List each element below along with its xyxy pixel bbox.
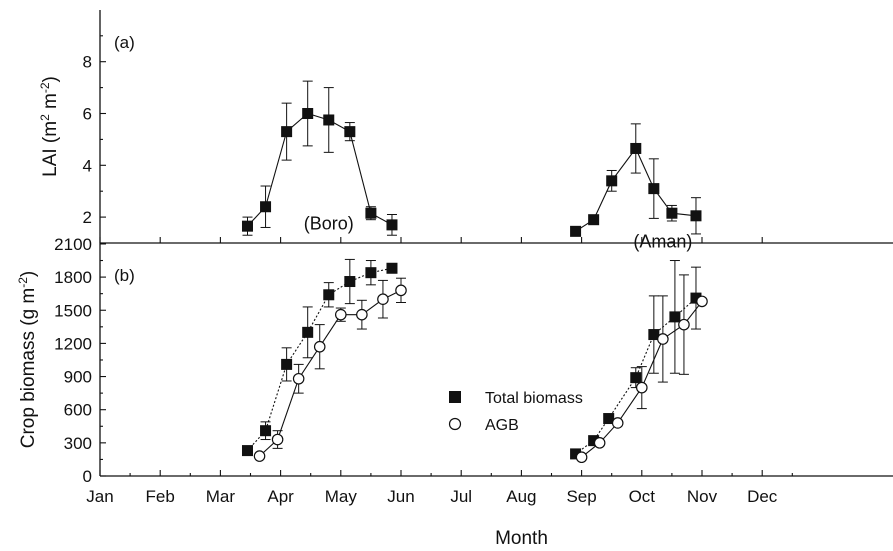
y-tick-label-b: 2100	[54, 235, 92, 254]
x-tick-label: Feb	[146, 487, 175, 506]
data-point	[344, 126, 356, 138]
y-tick-label-a: 8	[83, 53, 92, 72]
y-tick-label-b: 1200	[54, 334, 92, 353]
ylabel-b-sup: -2	[16, 277, 30, 288]
data-point	[588, 214, 600, 226]
y-tick-label-b: 600	[64, 401, 92, 420]
x-tick-label: Jul	[450, 487, 472, 506]
agb-point	[678, 318, 690, 331]
agb-point	[395, 284, 407, 297]
ylabel-b-part: Crop biomass (g m	[18, 288, 39, 449]
data-point	[365, 207, 377, 219]
data-point	[606, 175, 618, 187]
ylabel-a-sup2: -2	[38, 82, 52, 93]
agb-point	[334, 308, 347, 321]
agb-point	[593, 437, 606, 449]
season-annotation: (Aman)	[633, 232, 692, 252]
x-axis-title: Month	[495, 528, 548, 549]
data-point	[630, 372, 642, 384]
data-point	[344, 276, 356, 288]
x-tick-label: Sep	[566, 487, 596, 506]
data-point	[323, 114, 335, 126]
data-point	[669, 311, 681, 323]
season-annotation: (Boro)	[304, 214, 354, 234]
x-tick-label: Aug	[506, 487, 536, 506]
y-tick-label-b: 900	[64, 368, 92, 387]
legend-label-agb: AGB	[485, 417, 519, 434]
agb-point	[657, 333, 669, 345]
y-tick-label-a: 4	[83, 156, 92, 175]
agb-point	[635, 381, 648, 394]
legend-label-total: Total biomass	[485, 390, 583, 407]
agb-point	[253, 450, 266, 462]
x-tick-label: Nov	[687, 487, 718, 506]
data-point	[241, 445, 253, 457]
x-tick-label: Dec	[747, 487, 778, 506]
data-point	[365, 267, 377, 279]
x-tick-label: Jun	[387, 487, 414, 506]
data-point	[323, 289, 335, 301]
x-tick-label: Mar	[206, 487, 236, 506]
data-point	[260, 201, 272, 213]
data-point	[588, 435, 600, 447]
data-point	[281, 358, 293, 370]
agb-point	[611, 417, 624, 429]
legend-marker-agb	[448, 417, 462, 431]
agb-point	[313, 340, 326, 353]
panel-label-b: (b)	[114, 266, 135, 285]
agb-point	[696, 295, 708, 308]
y-axis-title-a: LAI (m2 m-2)	[38, 76, 61, 177]
y-tick-label-a: 2	[83, 208, 92, 227]
ylabel-a-part: LAI (m	[40, 121, 61, 177]
data-point	[570, 448, 582, 460]
data-point	[648, 329, 660, 341]
y-axis-title-b: Crop biomass (g m-2)	[16, 271, 39, 449]
agb-point	[377, 293, 389, 305]
agb-point	[271, 433, 284, 446]
data-point	[241, 220, 253, 232]
data-point	[386, 219, 398, 231]
ylabel-b-end: )	[18, 271, 39, 277]
data-point	[302, 108, 314, 119]
y-tick-label-b: 300	[64, 434, 92, 453]
x-tick-label: Apr	[267, 487, 294, 506]
panel-b-biomass: 0 300 600 900 1200 1500 1800 2100 Jan Feb Mar Apr Ma…	[16, 235, 893, 549]
data-point	[302, 326, 314, 338]
ylabel-a-mid: m	[40, 93, 61, 114]
y-tick-label-b: 1500	[54, 301, 92, 320]
data-point	[648, 183, 660, 195]
y-tick-label-a: 6	[83, 105, 92, 124]
y-tick-label-b: 1800	[54, 268, 92, 287]
legend-marker-total	[449, 391, 461, 403]
data-point	[386, 262, 398, 274]
series-line	[259, 289, 402, 457]
ylabel-a-sup1: 2	[38, 114, 52, 121]
x-tick-label: May	[325, 487, 358, 506]
agb-point	[575, 451, 588, 464]
data-point	[603, 413, 615, 425]
y-tick-label-b: 0	[83, 467, 92, 486]
ylabel-a-end: )	[40, 76, 61, 82]
agb-point	[292, 372, 305, 385]
x-tick-label: Oct	[629, 487, 656, 506]
data-point	[666, 207, 678, 219]
agb-point	[356, 308, 368, 321]
data-point	[690, 210, 702, 222]
data-point	[630, 142, 642, 154]
panel-label-a: (a)	[114, 33, 135, 52]
data-point	[570, 225, 582, 237]
series-line	[247, 112, 393, 227]
data-point	[260, 425, 272, 437]
data-point	[690, 292, 702, 304]
x-tick-label: Jan	[86, 487, 113, 506]
data-point	[281, 126, 293, 138]
